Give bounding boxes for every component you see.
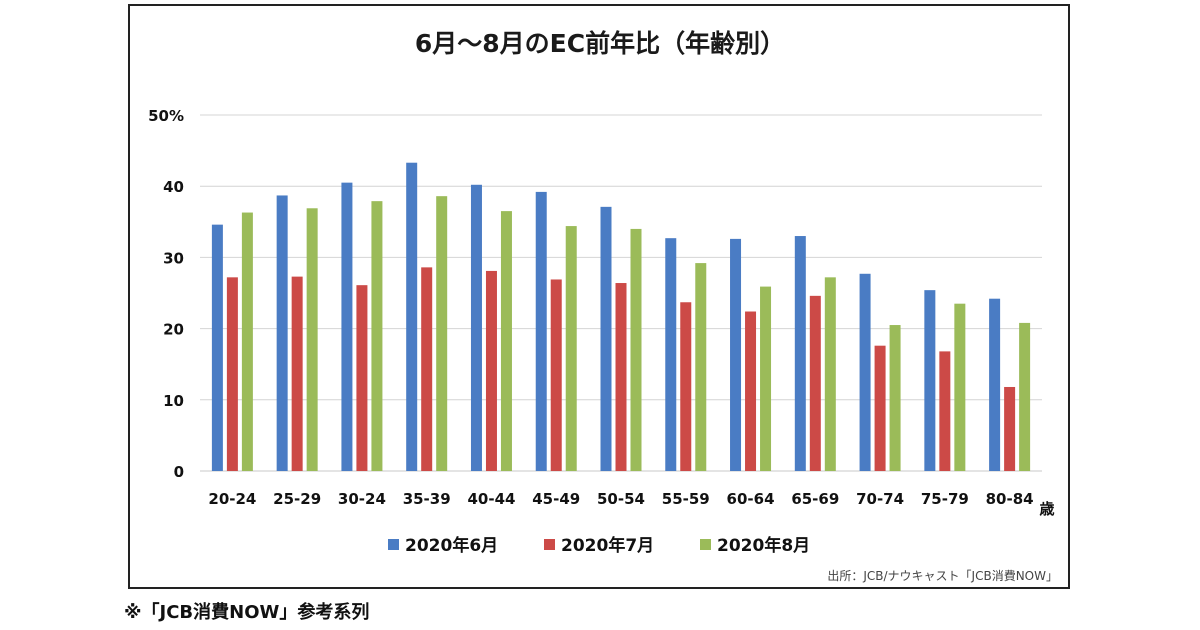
- x-tick-label: 55-59: [662, 490, 710, 508]
- bar-40-44-3: [500, 211, 512, 471]
- chart-frame: 6月～8月のEC前年比（年齢別） 50% 40 30 20 10 0 20-24 25-29…: [128, 4, 1070, 589]
- x-tick-label: 70-74: [856, 490, 904, 508]
- bar-75-79-1: [924, 290, 936, 471]
- x-tick-label: 60-64: [727, 490, 775, 508]
- x-tick-label: 45-49: [532, 490, 580, 508]
- bar-50-54-1: [600, 206, 612, 471]
- bar-55-59-2: [680, 302, 692, 471]
- bar-80-84-3: [1019, 322, 1031, 471]
- x-axis-ticks: 20-24 25-29 30-24 35-39 40-44 45-49 50-54 55-59…: [208, 490, 1033, 508]
- bar-chart: 6月～8月のEC前年比（年齢別） 50% 40 30 20 10 0 20-24 25-29…: [148, 29, 1058, 583]
- bar-30-24-1: [341, 182, 353, 471]
- bar-65-69-1: [794, 236, 806, 471]
- x-axis-unit: 歳: [1039, 500, 1054, 518]
- x-tick-label: 50-54: [597, 490, 645, 508]
- x-tick-label: 30-24: [338, 490, 386, 508]
- bar-50-54-2: [615, 283, 627, 471]
- bar-20-24-3: [241, 212, 253, 471]
- bar-70-74-2: [874, 345, 886, 471]
- footnote: ※「JCB消費NOW」参考系列: [124, 602, 370, 623]
- y-tick-label: 20: [163, 321, 184, 339]
- bar-45-49-1: [535, 191, 547, 471]
- legend-label: 2020年8月: [717, 535, 810, 556]
- bar-40-44-2: [485, 270, 497, 471]
- bar-55-59-3: [695, 263, 707, 471]
- bar-80-84-1: [989, 298, 1001, 471]
- legend-label: 2020年6月: [405, 535, 498, 556]
- x-tick-label: 75-79: [921, 490, 969, 508]
- bar-40-44-1: [470, 184, 482, 471]
- y-tick-label: 40: [163, 178, 184, 196]
- x-tick-label: 20-24: [208, 490, 256, 508]
- bar-50-54-3: [630, 228, 642, 471]
- bar-70-74-1: [859, 273, 871, 471]
- legend-swatch: [388, 539, 399, 550]
- legend-swatch: [700, 539, 711, 550]
- bar-60-64-2: [745, 311, 757, 471]
- legend: 2020年6月 2020年7月 2020年8月: [388, 535, 810, 556]
- bar-45-49-3: [565, 226, 577, 471]
- x-tick-label: 35-39: [403, 490, 451, 508]
- x-tick-label: 25-29: [273, 490, 321, 508]
- x-tick-label: 80-84: [986, 490, 1034, 508]
- bar-65-69-2: [809, 295, 821, 471]
- y-tick-label: 50%: [148, 107, 184, 125]
- bar-30-24-2: [356, 285, 368, 471]
- bar-20-24-1: [211, 224, 223, 471]
- bar-60-64-1: [730, 238, 742, 471]
- bar-70-74-3: [889, 325, 901, 471]
- bars: [211, 162, 1031, 472]
- legend-label: 2020年7月: [561, 535, 654, 556]
- chart-title: 6月～8月のEC前年比（年齢別）: [415, 29, 785, 58]
- bar-35-39-2: [421, 267, 433, 471]
- x-tick-label: 40-44: [467, 490, 515, 508]
- bar-35-39-1: [406, 162, 418, 472]
- y-axis-ticks: 50% 40 30 20 10 0: [148, 107, 184, 481]
- bar-75-79-2: [939, 351, 951, 471]
- source-note: 出所：JCB/ナウキャスト「JCB消費NOW」: [827, 568, 1058, 583]
- y-tick-label: 10: [163, 392, 184, 410]
- bar-25-29-3: [306, 208, 318, 471]
- bar-30-24-3: [371, 201, 383, 472]
- bar-45-49-2: [550, 279, 562, 471]
- bar-25-29-1: [276, 195, 288, 471]
- bar-55-59-1: [665, 238, 677, 471]
- x-tick-label: 65-69: [791, 490, 839, 508]
- bar-20-24-2: [226, 277, 238, 471]
- bar-80-84-2: [1004, 386, 1016, 471]
- y-tick-label: 0: [174, 463, 184, 481]
- bar-25-29-2: [291, 276, 303, 471]
- bar-60-64-3: [760, 286, 772, 471]
- bar-65-69-3: [824, 277, 836, 471]
- bar-75-79-3: [954, 303, 966, 471]
- bar-35-39-3: [436, 196, 448, 471]
- y-tick-label: 30: [163, 249, 184, 267]
- legend-swatch: [544, 539, 555, 550]
